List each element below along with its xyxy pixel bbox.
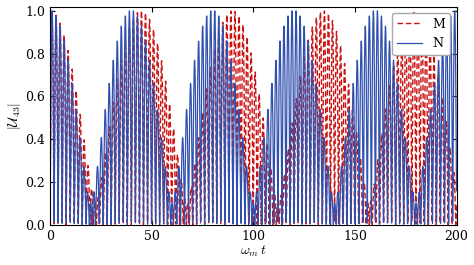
Legend: M, N: M, N	[392, 13, 450, 55]
N	[194, 135, 200, 139]
M	[47, 202, 53, 205]
N	[288, 128, 293, 131]
N	[47, 223, 53, 226]
M	[370, 195, 376, 198]
M	[454, 204, 459, 207]
N	[370, 13, 376, 16]
M	[273, 223, 279, 226]
M	[306, 39, 311, 42]
M	[349, 151, 355, 154]
N	[68, 197, 73, 200]
M	[288, 187, 293, 190]
Line: M: M	[50, 11, 456, 225]
M	[194, 189, 200, 192]
N	[348, 196, 354, 199]
N	[212, 9, 218, 12]
X-axis label: $\omega_{m}\, t$: $\omega_{m}\, t$	[240, 244, 266, 259]
M	[68, 182, 73, 185]
Y-axis label: $|\mathcal{U}_{43}|$: $|\mathcal{U}_{43}|$	[6, 102, 23, 130]
Line: N: N	[50, 11, 456, 225]
N	[454, 189, 459, 192]
M	[138, 9, 144, 12]
N	[306, 41, 311, 44]
